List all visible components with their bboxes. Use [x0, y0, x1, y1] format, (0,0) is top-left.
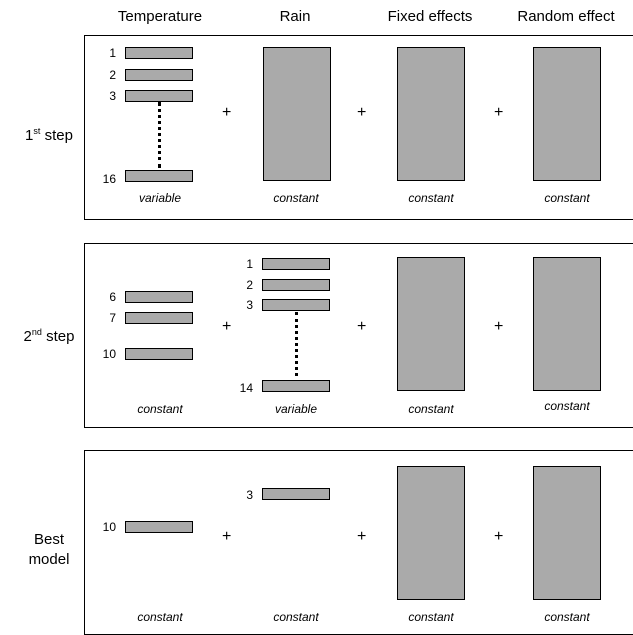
footer-label: constant: [137, 610, 183, 624]
rain-number: 1: [246, 257, 253, 271]
plus-sign: +: [222, 318, 232, 335]
rain-bar: [262, 380, 330, 392]
step-label-number: 1: [25, 127, 34, 144]
footer-label: variable: [274, 402, 318, 416]
dotted-continuation: [295, 312, 298, 376]
footer-label: constant: [544, 610, 590, 624]
temp-number: 10: [102, 520, 116, 534]
column-header-fixed-effects: Fixed effects: [387, 8, 473, 25]
step-label-text: step: [41, 328, 75, 345]
temp-bar: [125, 69, 193, 81]
rain-bar: [263, 47, 331, 181]
temp-bar: [125, 170, 193, 182]
temp-bar: [125, 312, 193, 324]
temp-number: 7: [109, 311, 116, 325]
temp-number: 3: [109, 89, 116, 103]
rain-number: 3: [246, 488, 253, 502]
fixed-effects-bar: [397, 47, 465, 181]
footer-label: constant: [544, 399, 590, 413]
temp-number: 1: [109, 46, 116, 60]
footer-label: variable: [138, 191, 182, 205]
temp-bar: [125, 47, 193, 59]
footer-label: constant: [273, 610, 319, 624]
dotted-continuation: [158, 102, 161, 168]
fixed-effects-bar: [397, 466, 465, 600]
rain-bar: [262, 258, 330, 270]
footer-label: constant: [408, 402, 454, 416]
rain-bar: [262, 279, 330, 291]
rain-number: 14: [239, 381, 253, 395]
temp-bar: [125, 291, 193, 303]
step-label-line2: model: [28, 551, 70, 568]
footer-label: constant: [408, 191, 454, 205]
footer-label: constant: [544, 191, 590, 205]
plus-sign: +: [494, 104, 504, 121]
panel-best-model: 10 constant + 3 constant + constant + co…: [84, 450, 633, 635]
temp-number: 6: [109, 290, 116, 304]
rain-number: 2: [246, 278, 253, 292]
step-label-line1: Best: [33, 531, 64, 548]
step-label-ordinal: st: [33, 126, 41, 136]
column-header-temperature: Temperature: [117, 8, 203, 25]
plus-sign: +: [357, 318, 367, 335]
temp-number: 2: [109, 68, 116, 82]
footer-label: constant: [137, 402, 183, 416]
footer-label: constant: [408, 610, 454, 624]
step-label-best-model: Best model: [14, 530, 84, 570]
plus-sign: +: [222, 104, 232, 121]
rain-bar: [262, 299, 330, 311]
plus-sign: +: [494, 528, 504, 545]
random-effect-bar: [533, 47, 601, 181]
plus-sign: +: [222, 528, 232, 545]
random-effect-bar: [533, 257, 601, 391]
temp-bar: [125, 521, 193, 533]
temp-bar: [125, 348, 193, 360]
plus-sign: +: [357, 528, 367, 545]
plus-sign: +: [494, 318, 504, 335]
step-label-text: step: [40, 127, 73, 144]
step-label-ordinal: nd: [31, 327, 42, 337]
plus-sign: +: [357, 104, 367, 121]
column-header-random-effect: Random effect: [517, 8, 615, 25]
temp-bar: [125, 90, 193, 102]
panel-first-step: 1 2 3 16 variable + constant + constant …: [84, 35, 633, 220]
temp-number: 10: [102, 347, 116, 361]
rain-number: 3: [246, 298, 253, 312]
footer-label: constant: [273, 191, 319, 205]
column-header-rain: Rain: [279, 8, 311, 25]
step-label-number: 2: [23, 328, 32, 345]
fixed-effects-bar: [397, 257, 465, 391]
panel-second-step: 6 7 10 constant + 1 2 3 14 variable + co…: [84, 243, 633, 428]
step-label-2: 2nd step: [14, 322, 84, 347]
step-label-1: 1st step: [14, 121, 84, 146]
rain-bar: [262, 488, 330, 500]
random-effect-bar: [533, 466, 601, 600]
temp-number: 16: [102, 172, 116, 186]
